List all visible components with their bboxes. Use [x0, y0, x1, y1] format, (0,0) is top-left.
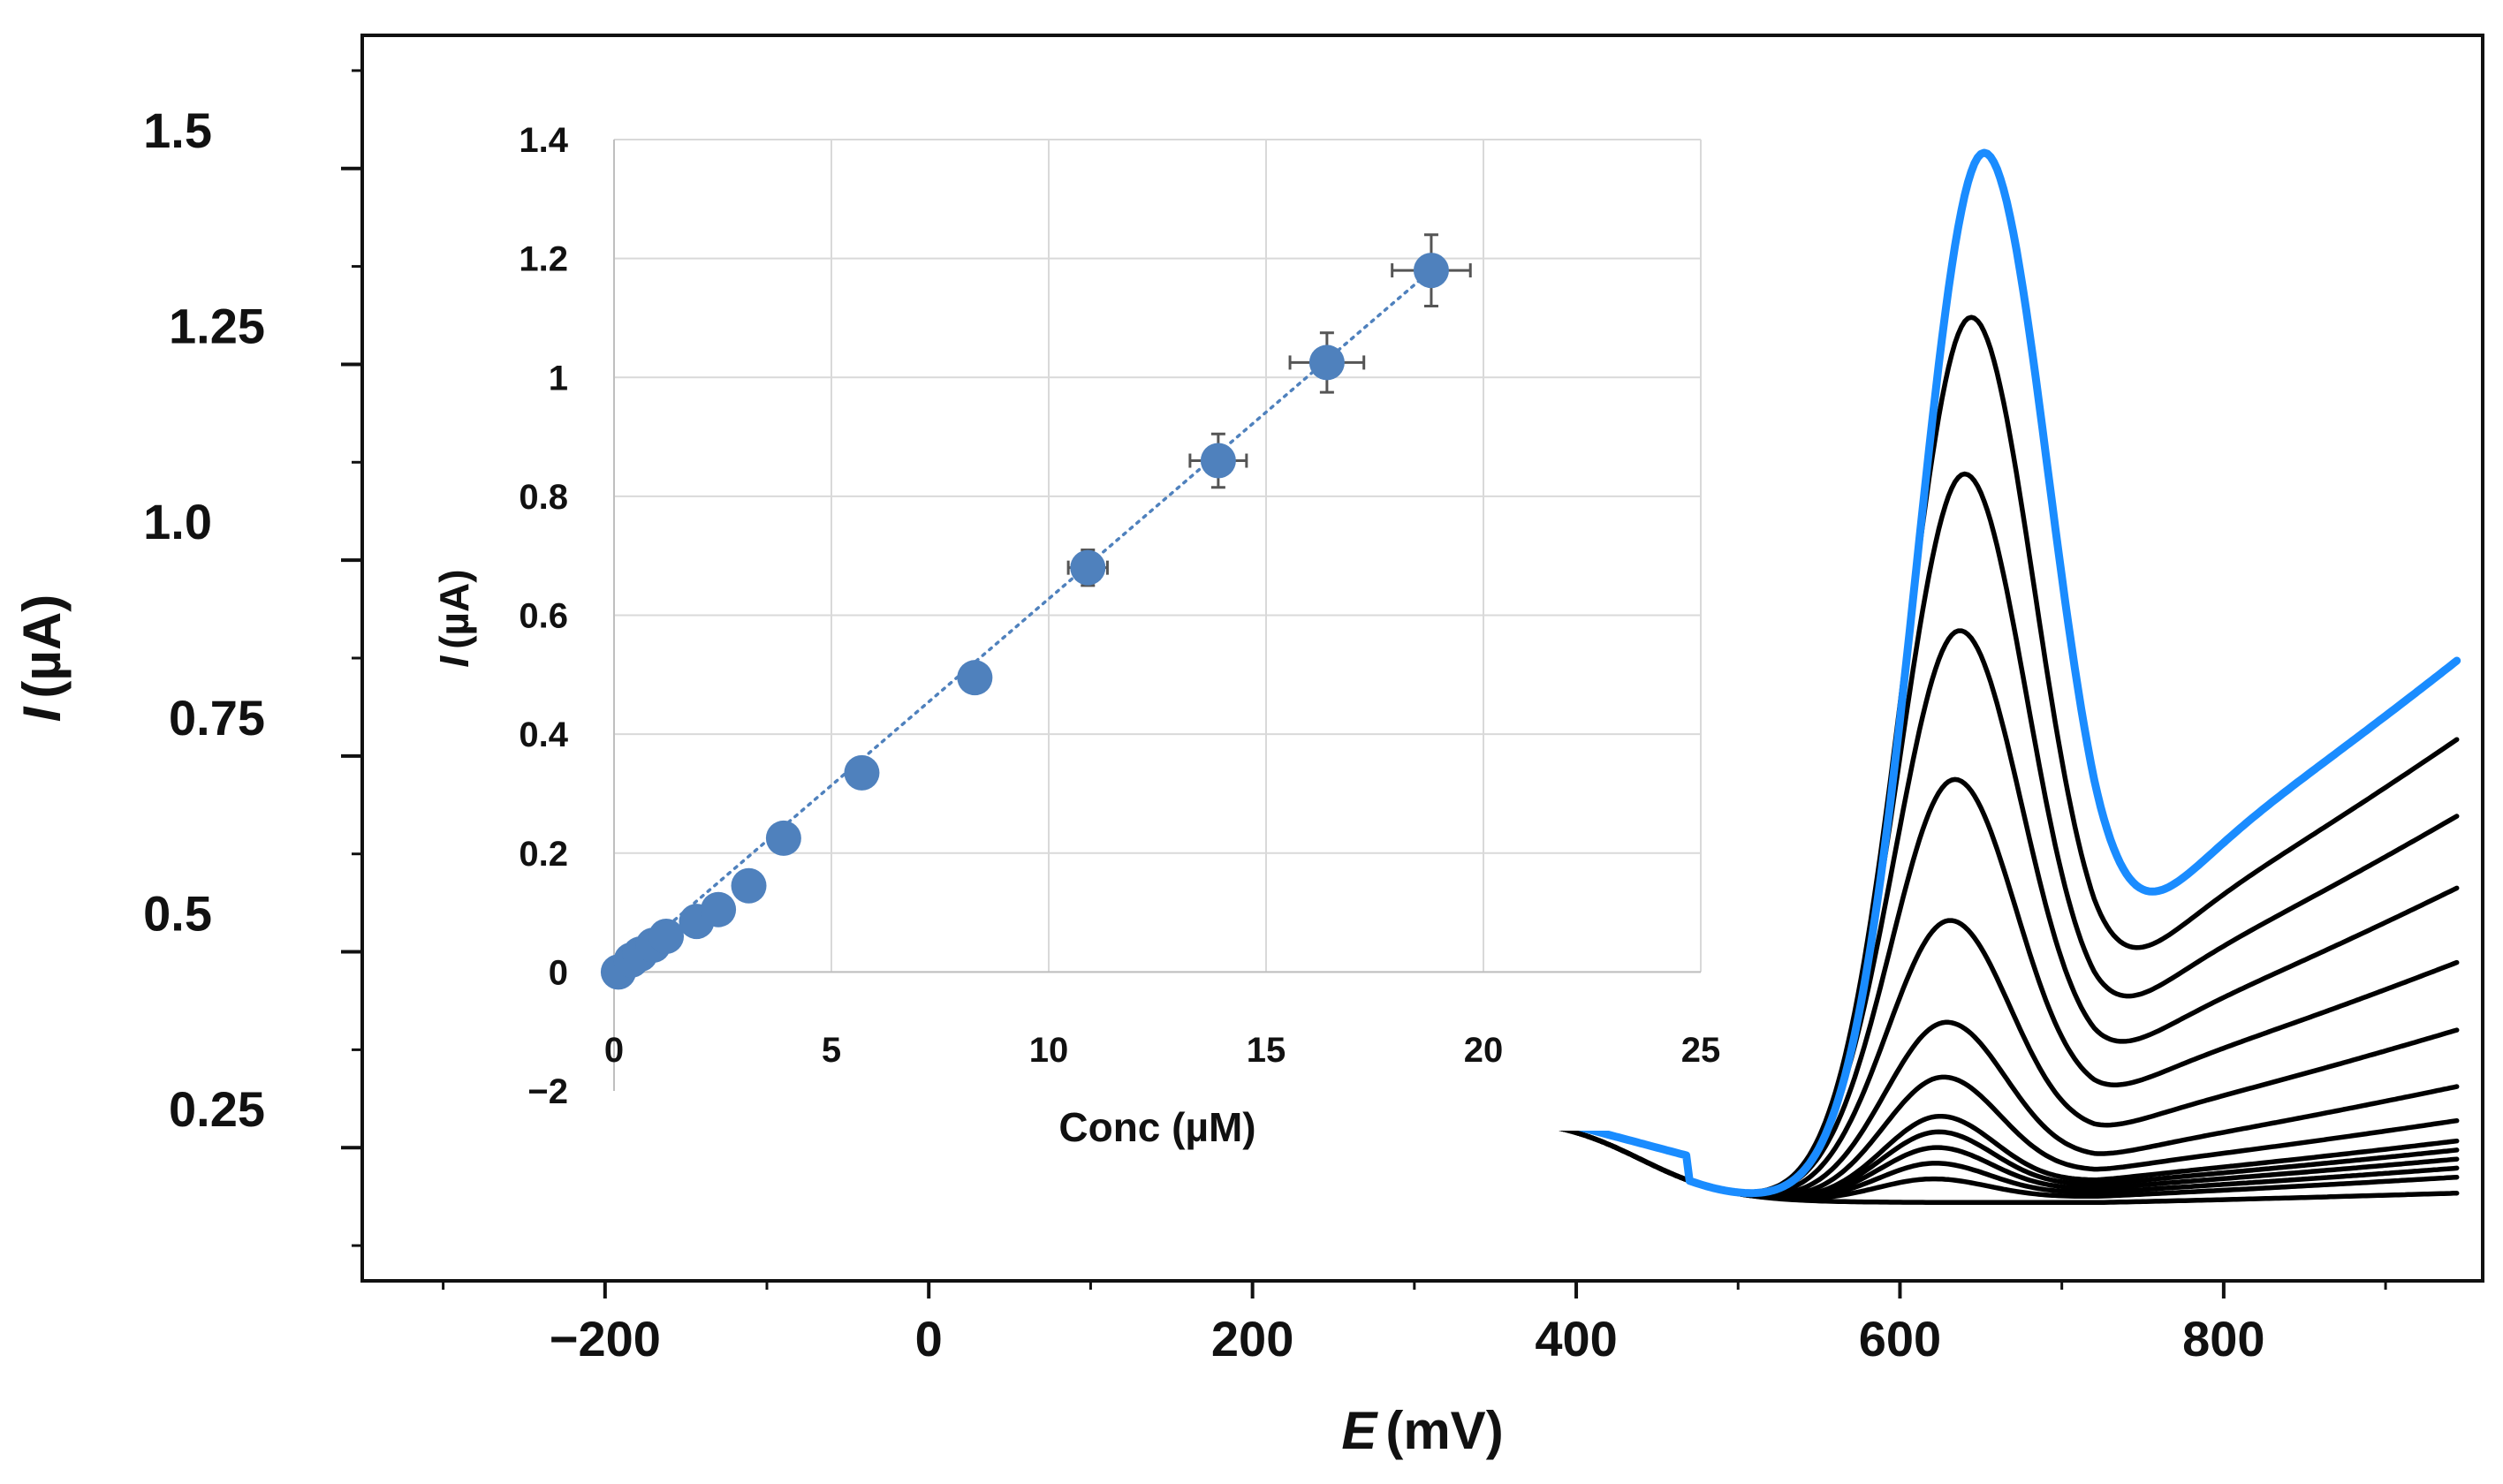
inset-y-tick-label: 0.8 — [519, 478, 568, 517]
main-x-axis-title: E (mV) — [1341, 1401, 1503, 1460]
inset-trendline — [612, 269, 1433, 974]
inset-data-point — [1413, 253, 1449, 289]
main-y-tick-label: 0.5 — [143, 886, 212, 942]
main-x-tick-label: 0 — [915, 1311, 943, 1367]
inset-axes — [613, 140, 1701, 1091]
inset-y-ticks: −2 0 0.2 0.4 0.6 0.8 1 1.2 1.4 — [519, 121, 568, 1111]
inset-data-point — [649, 918, 685, 954]
inset-data-point — [844, 754, 880, 791]
main-x-tick-label: 200 — [1211, 1311, 1293, 1367]
inset-x-tick-label: 20 — [1464, 1031, 1504, 1070]
main-y-axis-title: I(µA) — [12, 594, 72, 723]
inset-data-point — [765, 820, 801, 856]
inset-data-point — [1308, 344, 1345, 381]
inset-data-point — [1200, 443, 1236, 479]
inset-y-tick-label: 0.4 — [519, 716, 568, 754]
inset-points — [600, 253, 1449, 990]
inset-data-point — [1070, 549, 1106, 586]
inset-x-ticks: 0 5 10 15 20 25 — [604, 1031, 1720, 1070]
inset-y-tick-label: 1 — [549, 359, 568, 398]
main-x-tick-label: 600 — [1859, 1311, 1941, 1367]
inset-data-point — [957, 660, 993, 696]
voltammogram-curve-13 — [1492, 314, 2460, 1195]
main-y-tick-label: 0.25 — [169, 1081, 265, 1137]
main-x-ticks: −200 0 200 400 600 800 — [442, 1281, 2387, 1367]
inset-x-axis-title: Conc (µM) — [1058, 1104, 1255, 1150]
inset-x-tick-label: 15 — [1247, 1031, 1286, 1070]
inset-grid — [613, 139, 1702, 973]
main-y-ticks: 0.25 0.5 0.75 1.0 1.25 1.5 — [143, 69, 362, 1247]
inset-y-tick-label: −2 — [527, 1072, 568, 1111]
inset-y-axis-title: I(µA) — [431, 569, 477, 667]
inset-data-point — [731, 867, 767, 904]
inset-y-tick-label: 0.6 — [519, 597, 568, 636]
inset-trendline-path — [612, 269, 1433, 974]
main-x-tick-label: 400 — [1535, 1311, 1617, 1367]
inset-y-tick-label: 1.2 — [519, 240, 568, 279]
main-y-tick-label: 1.0 — [143, 494, 212, 549]
voltammogram-curve-14-highlighted- — [1490, 148, 2461, 1198]
inset-data-point — [701, 891, 737, 928]
main-x-tick-label: 800 — [2182, 1311, 2264, 1367]
inset-x-tick-label: 5 — [822, 1031, 841, 1070]
inset-chart: −2 0 0.2 0.4 0.6 0.8 1 1.2 1.4 0 5 10 15 20 25 Conc (… — [424, 115, 1723, 1150]
inset-x-tick-label: 10 — [1029, 1031, 1069, 1070]
main-y-tick-label: 0.75 — [169, 690, 265, 746]
main-y-tick-label: 1.5 — [143, 102, 212, 158]
main-y-tick-label: 1.25 — [169, 298, 265, 353]
main-x-tick-label: −200 — [550, 1311, 661, 1367]
inset-x-tick-label: 0 — [604, 1031, 624, 1070]
inset-y-tick-label: 1.4 — [519, 121, 568, 160]
inset-x-tick-label: 25 — [1681, 1031, 1721, 1070]
main-chart: 0.250.50.751.01.251.5 −200 0 200 400 600 800 … — [12, 34, 2484, 1460]
inset-y-tick-label: 0 — [549, 953, 568, 992]
main-curves — [1490, 148, 2461, 1206]
inset-y-tick-label: 0.2 — [519, 835, 568, 874]
